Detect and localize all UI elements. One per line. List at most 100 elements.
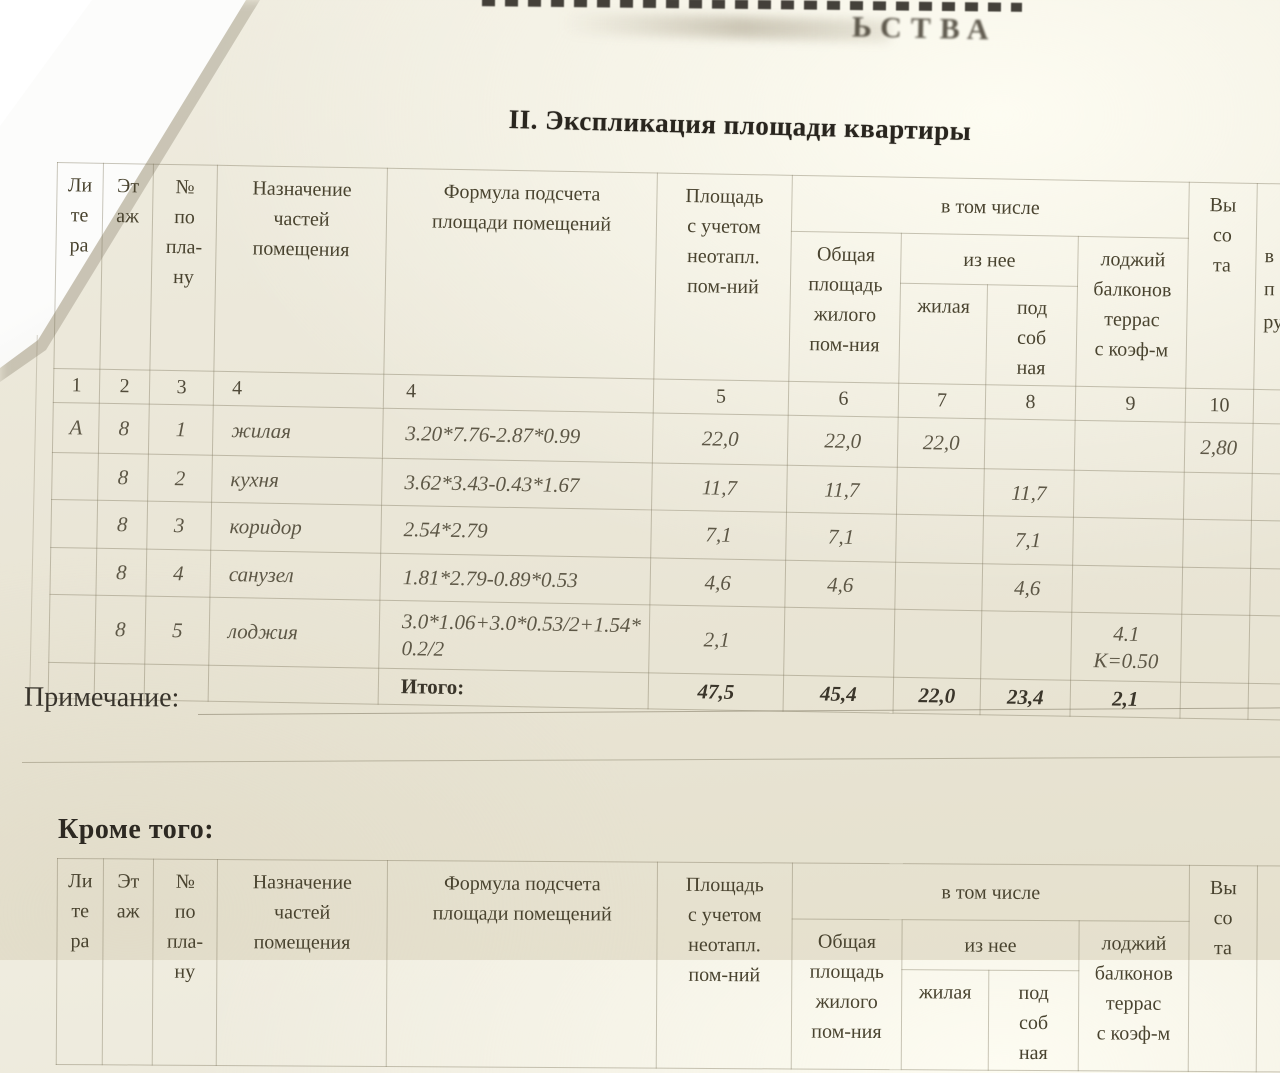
table-cell: 4,6 bbox=[784, 560, 896, 610]
column-number: 1 bbox=[53, 368, 100, 404]
column-number: 9 bbox=[1075, 386, 1186, 423]
table-cell: 2 bbox=[147, 454, 213, 503]
table-cell: 7,1 bbox=[982, 515, 1074, 566]
table-cell: 47,5 bbox=[648, 672, 784, 712]
besides-heading: Кроме того: bbox=[58, 814, 215, 845]
table-cell bbox=[896, 467, 985, 516]
col-header-litera: Ли те ра bbox=[56, 858, 104, 1065]
table-cell: 22,0 bbox=[652, 412, 789, 466]
table-cell bbox=[1073, 470, 1185, 520]
paper-edge-line bbox=[29, 335, 38, 695]
col-header-litera: Ли те ра bbox=[53, 162, 104, 370]
table-cell bbox=[1179, 682, 1249, 720]
col-header-formula: Формула подсчета площади помещений bbox=[383, 168, 658, 379]
table-cell bbox=[1249, 568, 1280, 617]
table-cell bbox=[1071, 565, 1183, 615]
table-cell bbox=[1183, 472, 1253, 521]
col-header-zhilaya: жилая bbox=[898, 283, 988, 385]
table-cell: 4,6 bbox=[649, 557, 786, 608]
col-header-height: Вы со та bbox=[1185, 182, 1258, 390]
table-cell bbox=[893, 609, 982, 679]
table-cell: 2,1 bbox=[1069, 680, 1181, 719]
table-cell bbox=[49, 547, 97, 596]
section-title: II. Экспликация площади квартиры bbox=[508, 103, 972, 147]
table-cell: 3.0*1.06+3.0*0.53/2+1.54* 0.2/2 bbox=[378, 600, 650, 673]
table-cell: 7,1 bbox=[785, 512, 897, 563]
col-header-total-living: Общая площадь жилого пом-ния bbox=[788, 231, 902, 384]
table-cell: санузел bbox=[209, 550, 381, 601]
table-cell: 11,7 bbox=[983, 468, 1075, 518]
table-cell: 2,80 bbox=[1184, 422, 1254, 474]
col-header-formula: Формула подсчета площади помещений bbox=[386, 860, 658, 1069]
table-cell: 1 bbox=[148, 404, 214, 456]
column-number: 8 bbox=[985, 384, 1076, 421]
table-cell bbox=[894, 562, 983, 611]
table-cell: 1.81*2.79-0.89*0.53 bbox=[379, 553, 651, 605]
col-header-cutoff: в п ру bbox=[1253, 183, 1280, 391]
table-cell bbox=[1180, 614, 1250, 684]
clipped-text-fragment: ЬСТВА bbox=[851, 10, 998, 47]
total-label: Итого: bbox=[378, 668, 649, 709]
table-cell: коридор bbox=[210, 502, 382, 554]
note-label: Примечание: bbox=[23, 681, 180, 714]
col-header-etazh: Эт аж bbox=[99, 163, 154, 371]
table-cell: 11,7 bbox=[786, 465, 898, 515]
table-cell bbox=[984, 418, 1076, 471]
table-cell: 3.20*7.76-2.87*0.99 bbox=[382, 408, 654, 463]
col-header-lodzhiy: лоджий балконов террас с коэф-м bbox=[1075, 236, 1189, 389]
col-header-total-living: Общая площадь жилого пом-ния bbox=[791, 918, 903, 1070]
besides-table: Ли те ра Эт аж № по пла- ну Назначение ч… bbox=[56, 858, 1280, 1073]
table-cell: 22,0 bbox=[787, 415, 899, 468]
col-header-area-unheated: Площадь с учетом неотапл. пом-ний bbox=[653, 172, 793, 382]
table-cell: 22,0 bbox=[897, 417, 986, 469]
table-cell: 45,4 bbox=[783, 675, 894, 714]
table-cell: 8 bbox=[97, 453, 149, 502]
table-cell bbox=[50, 499, 98, 549]
table-cell bbox=[1072, 517, 1184, 568]
table-cell bbox=[1182, 519, 1252, 569]
column-number: 10 bbox=[1185, 388, 1254, 424]
column-number: 5 bbox=[653, 378, 789, 416]
column-number: 4 bbox=[213, 371, 384, 409]
table-cell: 7,1 bbox=[650, 509, 787, 561]
table-cell bbox=[208, 665, 379, 705]
table-cell bbox=[1074, 420, 1186, 473]
col-header-podsobnaya: под соб ная bbox=[988, 970, 1079, 1071]
column-number: 4 bbox=[383, 374, 654, 413]
col-header-lodzhiy: лоджий балконов террас с коэф-м bbox=[1078, 920, 1190, 1072]
column-number: 7 bbox=[898, 383, 986, 419]
table-cell: 4.1 К=0.50 bbox=[1070, 612, 1182, 683]
table-cell: 2,1 bbox=[648, 604, 785, 676]
table-cell: кухня bbox=[211, 455, 383, 506]
table-cell: А bbox=[52, 402, 100, 454]
table-cell: жилая bbox=[212, 405, 384, 459]
table-cell: 23,4 bbox=[979, 678, 1071, 717]
explication-table-wrap: Ли те ра Эт аж № по пла- ну Назначение ч… bbox=[48, 162, 1280, 721]
clipped-text-remnant bbox=[481, 0, 1023, 12]
table-cell: 2.54*2.79 bbox=[380, 505, 652, 558]
table-cell bbox=[980, 610, 1072, 681]
col-header-zhilaya: жилая bbox=[901, 969, 989, 1071]
column-number bbox=[1253, 389, 1280, 425]
col-header-including: в том числе bbox=[792, 862, 1190, 922]
table-cell: 3 bbox=[146, 501, 212, 551]
col-header-height: Вы со та bbox=[1188, 865, 1258, 1072]
table-cell bbox=[895, 514, 984, 564]
table-cell bbox=[51, 452, 99, 501]
table-cell: 8 bbox=[98, 403, 150, 455]
col-header-purpose: Назначение частей помещения bbox=[216, 859, 388, 1067]
table-cell bbox=[1250, 520, 1280, 570]
table-cell bbox=[783, 607, 895, 678]
table-cell: 8 bbox=[94, 595, 146, 665]
col-header-of-it: из нее bbox=[901, 919, 1080, 971]
column-number: 6 bbox=[788, 381, 899, 418]
explication-table: Ли те ра Эт аж № по пла- ну Назначение ч… bbox=[48, 162, 1280, 721]
column-number: 2 bbox=[99, 369, 150, 405]
table-cell bbox=[1181, 567, 1251, 616]
table-cell: 5 bbox=[144, 596, 210, 666]
col-header-area-unheated: Площадь с учетом неотапл. пом-ний bbox=[656, 862, 793, 1069]
column-number: 3 bbox=[149, 370, 214, 406]
table-cell: лоджия bbox=[208, 597, 380, 669]
besides-table-wrap: Ли те ра Эт аж № по пла- ну Назначение ч… bbox=[56, 858, 1280, 1073]
